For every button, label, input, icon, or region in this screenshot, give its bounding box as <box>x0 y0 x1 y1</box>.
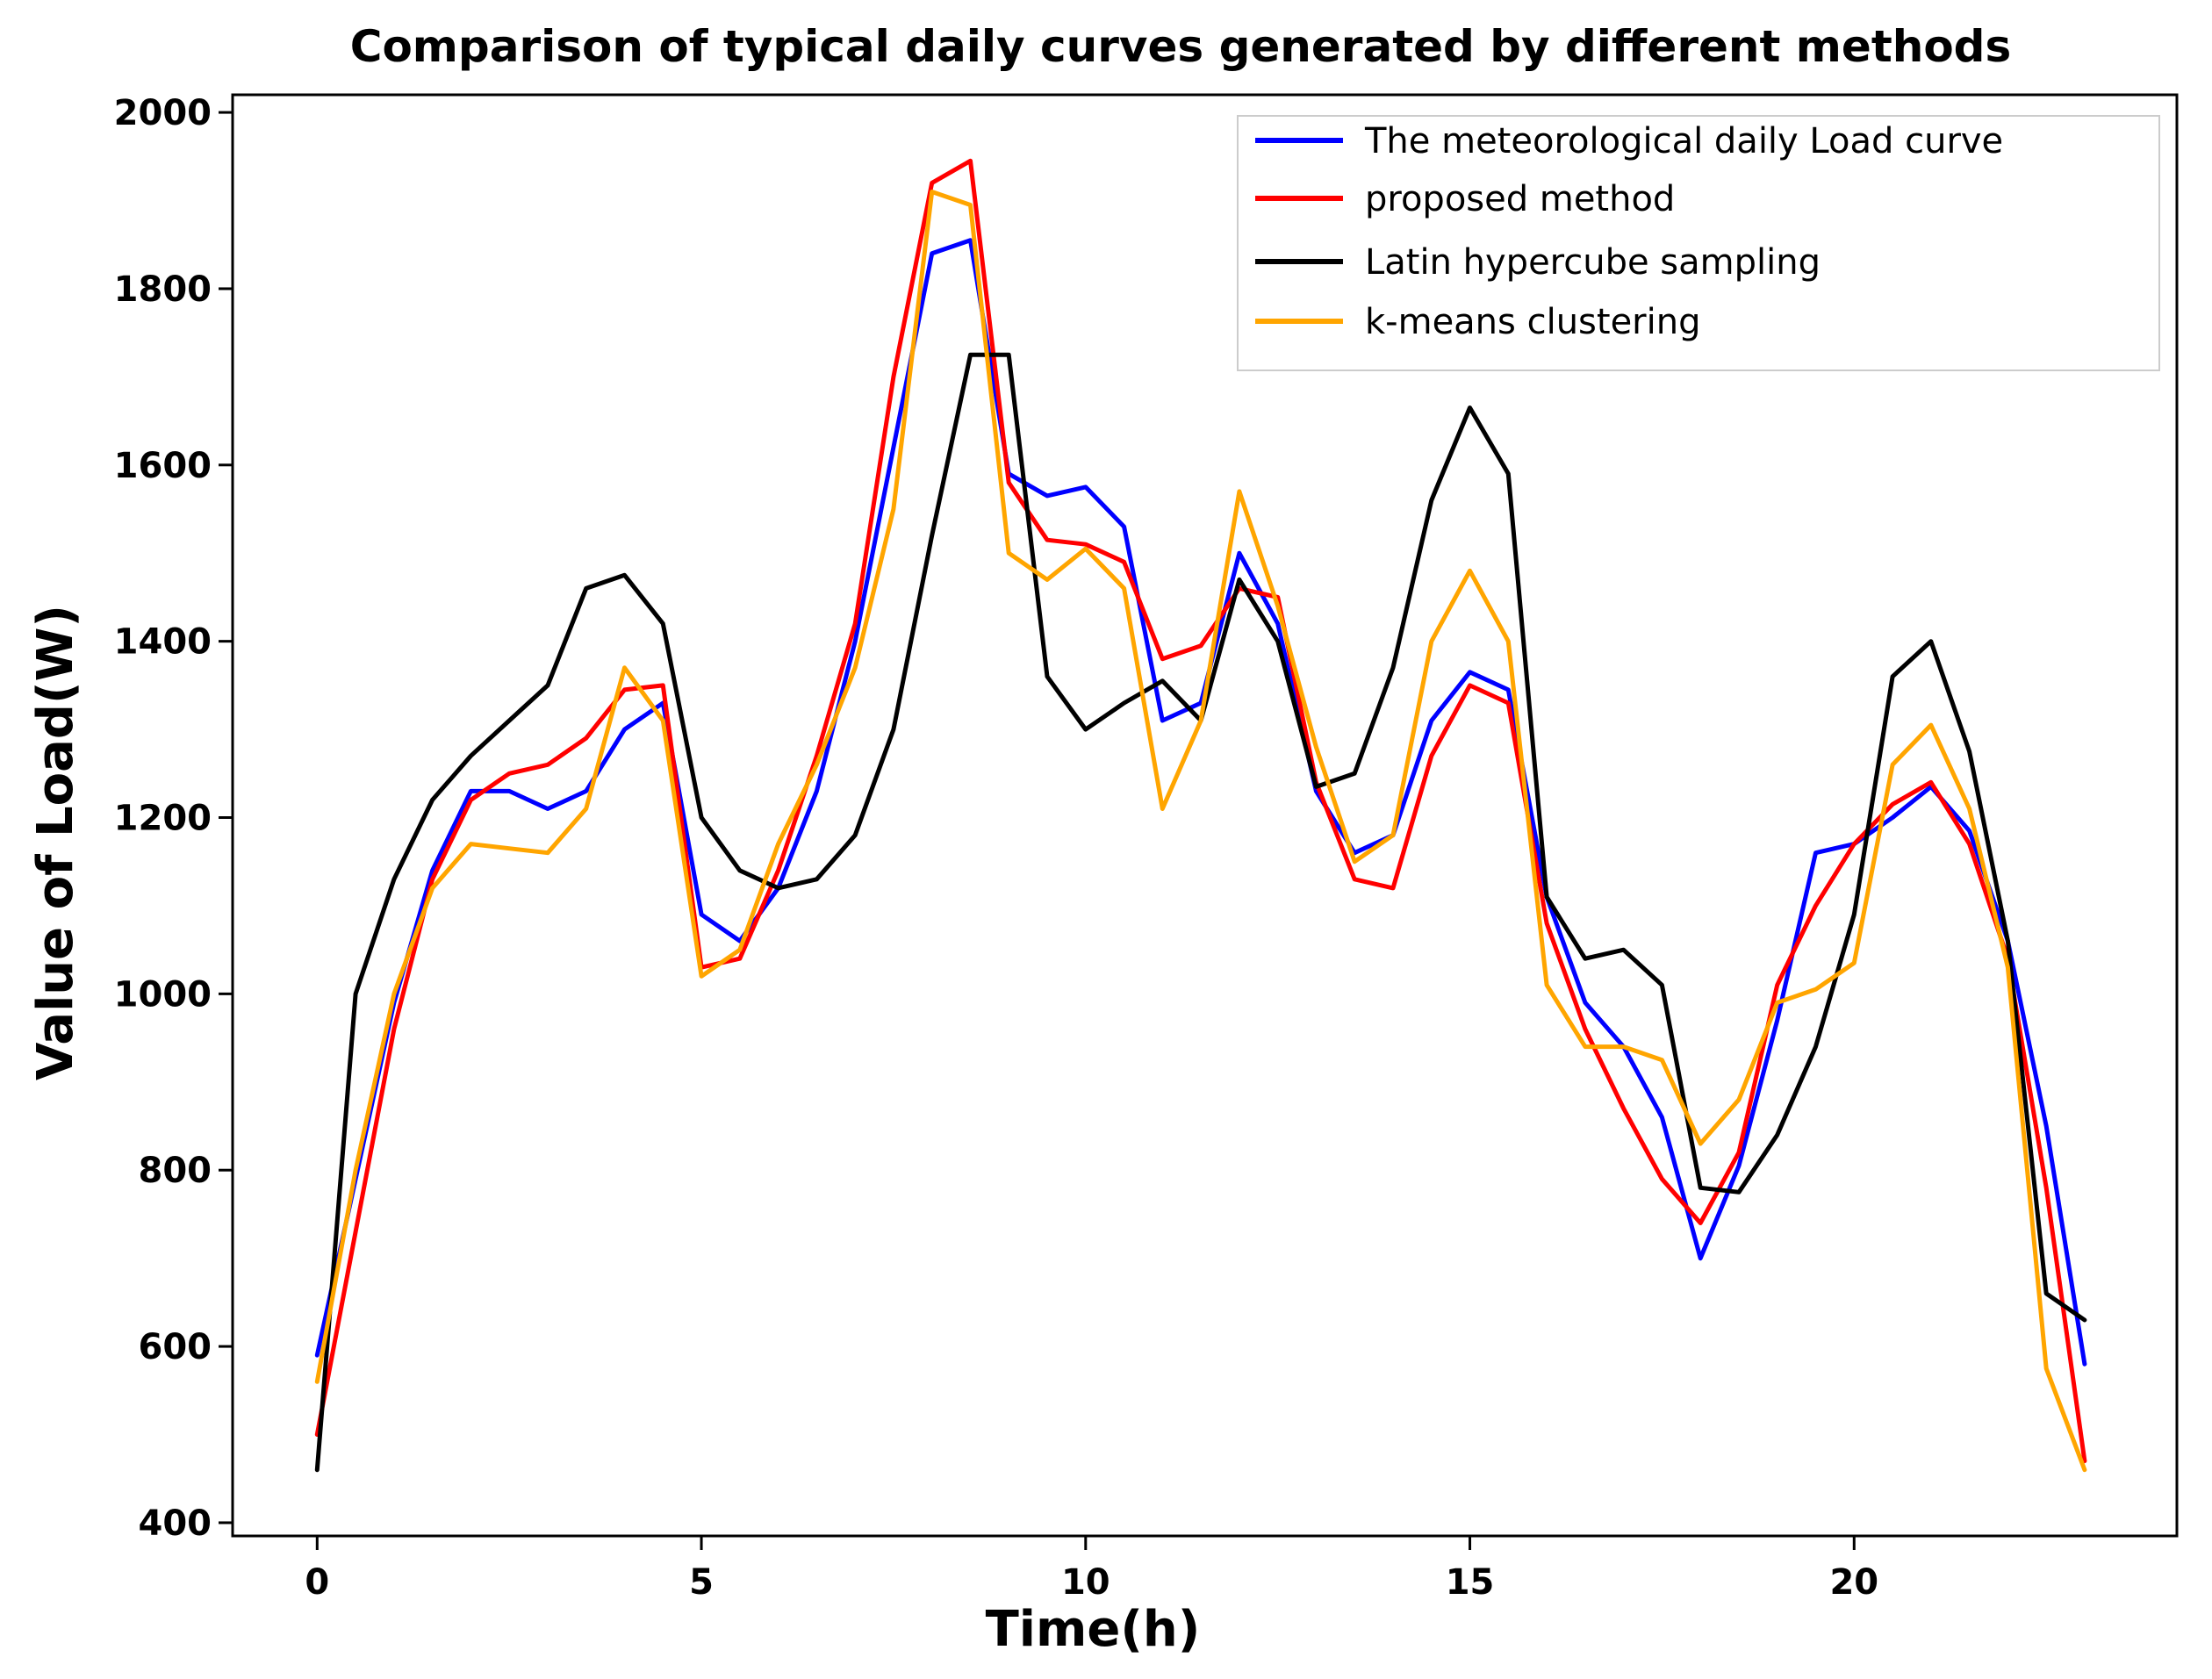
y-tick-label: 1000 <box>114 974 212 1015</box>
legend-entry-4: k-means clustering <box>1365 302 1700 342</box>
y-tick-label: 2000 <box>114 93 212 133</box>
chart-title: Comparison of typical daily curves gener… <box>350 21 2011 72</box>
y-tick-label: 1600 <box>114 446 212 486</box>
legend-entry-2: proposed method <box>1365 179 1675 219</box>
y-tick-label: 1200 <box>114 799 212 839</box>
y-tick-label: 600 <box>139 1327 212 1367</box>
y-tick-label: 1800 <box>114 269 212 310</box>
series-line-1 <box>314 238 2087 1367</box>
series-line-3 <box>314 352 2087 1473</box>
y-tick-label: 1400 <box>114 622 212 663</box>
x-tick-label: 5 <box>689 1562 714 1603</box>
y-tick-label: 400 <box>139 1503 212 1544</box>
legend: The meteorological daily Load curve propo… <box>1237 115 2160 371</box>
series-line-4 <box>314 190 2087 1473</box>
x-tick-label: 10 <box>1061 1562 1110 1603</box>
x-tick-label: 0 <box>305 1562 329 1603</box>
x-tick-label: 20 <box>1829 1562 1878 1603</box>
series-line-2 <box>314 158 2087 1464</box>
y-axis-label: Value of Load(W) <box>27 605 84 1080</box>
y-tick-label: 800 <box>139 1151 212 1191</box>
legend-entry-3: Latin hypercube sampling <box>1365 242 1821 283</box>
plot-frame <box>231 93 2179 1538</box>
x-tick-label: 15 <box>1446 1562 1495 1603</box>
legend-entry-1: The meteorological daily Load curve <box>1364 121 2003 161</box>
axes-layer: 400 600 800 1000 1200 1400 1600 1800 2000 0 5 10 15 2… <box>114 93 2179 1603</box>
x-axis-label: Time(h) <box>986 1601 1201 1658</box>
series-layer <box>314 158 2087 1473</box>
legend-box <box>1237 115 2160 371</box>
